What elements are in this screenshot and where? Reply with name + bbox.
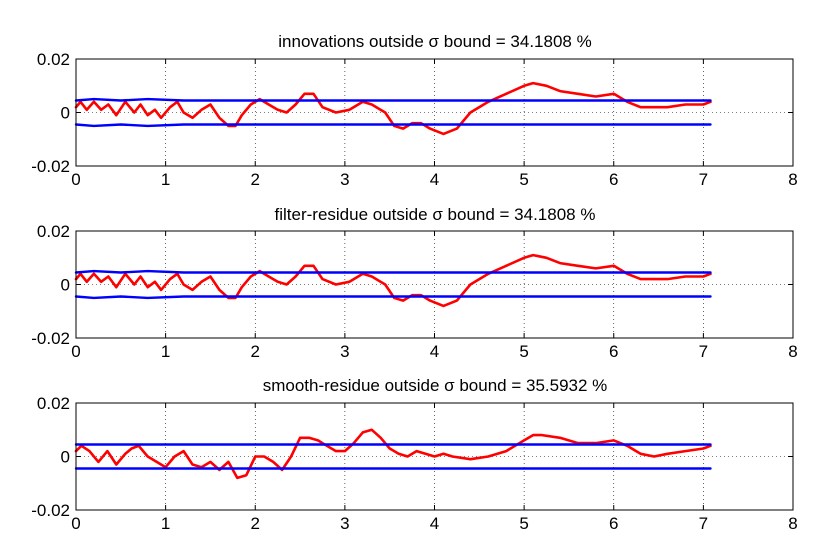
x-tick-label: 5 bbox=[519, 342, 528, 361]
x-tick-label: 4 bbox=[430, 514, 439, 533]
x-tick-label: 3 bbox=[340, 514, 349, 533]
y-tick-label: 0.02 bbox=[37, 50, 70, 69]
x-tick-label: 7 bbox=[699, 514, 708, 533]
x-tick-label: 2 bbox=[251, 342, 260, 361]
sigma-bound-line bbox=[74, 97, 712, 102]
x-tick-label: 2 bbox=[251, 170, 260, 189]
x-tick-label: 7 bbox=[699, 342, 708, 361]
x-tick-label: 8 bbox=[788, 170, 797, 189]
x-tick-label: 3 bbox=[340, 170, 349, 189]
y-tick-label: 0.02 bbox=[37, 394, 70, 413]
subplot-title: smooth-residue outside σ bound = 35.5932… bbox=[263, 376, 608, 395]
sigma-bound-line bbox=[74, 295, 712, 300]
x-tick-label: 6 bbox=[609, 342, 618, 361]
subplot-title: innovations outside σ bound = 34.1808 % bbox=[278, 32, 591, 51]
x-tick-label: 0 bbox=[71, 342, 80, 361]
sigma-bound-line bbox=[74, 269, 712, 274]
y-tick-label: 0.02 bbox=[37, 222, 70, 241]
x-tick-label: 5 bbox=[519, 170, 528, 189]
y-tick-label: -0.02 bbox=[31, 157, 70, 176]
y-tick-label: 0 bbox=[61, 276, 70, 295]
y-tick-label: -0.02 bbox=[31, 329, 70, 348]
x-tick-label: 8 bbox=[788, 514, 797, 533]
residual-series-line bbox=[74, 253, 712, 308]
x-tick-label: 8 bbox=[788, 342, 797, 361]
x-tick-label: 4 bbox=[430, 342, 439, 361]
residual-series-line bbox=[74, 81, 712, 136]
plot-area bbox=[75, 58, 794, 167]
plot-area bbox=[75, 230, 794, 339]
x-tick-label: 0 bbox=[71, 514, 80, 533]
x-tick-label: 1 bbox=[161, 514, 170, 533]
x-tick-label: 2 bbox=[251, 514, 260, 533]
x-tick-label: 3 bbox=[340, 342, 349, 361]
x-tick-label: 1 bbox=[161, 342, 170, 361]
x-tick-label: 6 bbox=[609, 514, 618, 533]
residual-series-line bbox=[74, 428, 712, 480]
subplot-title: filter-residue outside σ bound = 34.1808… bbox=[275, 205, 596, 224]
y-tick-label: -0.02 bbox=[31, 501, 70, 520]
x-tick-label: 1 bbox=[161, 170, 170, 189]
y-tick-label: 0 bbox=[61, 448, 70, 467]
x-tick-label: 5 bbox=[519, 514, 528, 533]
y-tick-label: 0 bbox=[61, 104, 70, 123]
x-tick-label: 0 bbox=[71, 170, 80, 189]
x-tick-label: 6 bbox=[609, 170, 618, 189]
sigma-bound-line bbox=[74, 123, 712, 128]
x-tick-label: 4 bbox=[430, 170, 439, 189]
x-tick-label: 7 bbox=[699, 170, 708, 189]
